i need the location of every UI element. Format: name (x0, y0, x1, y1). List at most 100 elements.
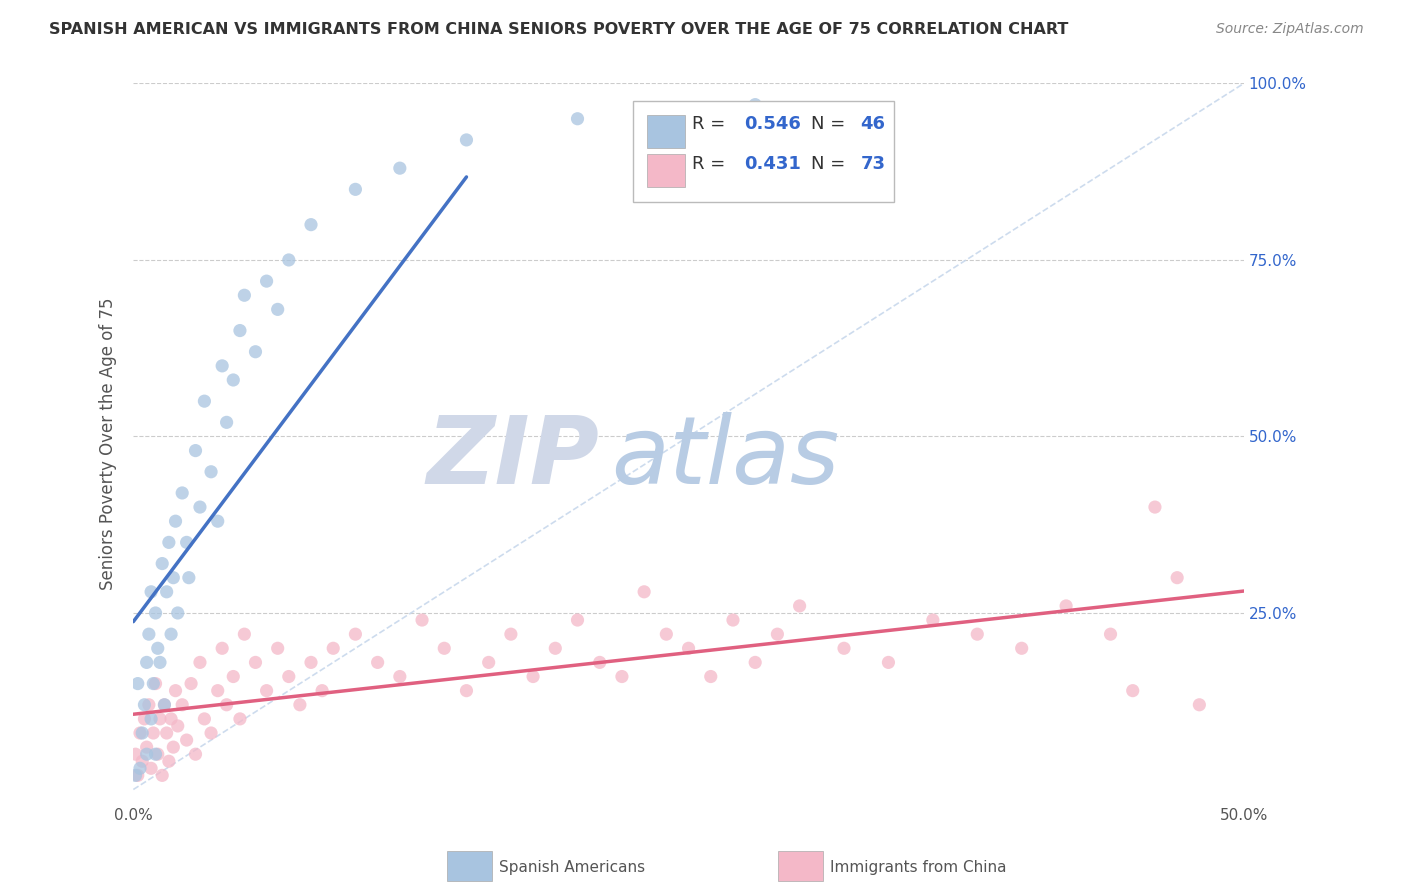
Point (789, 599, 811, 613)
Point (744, 97, 766, 112)
Point (1011, 641, 1033, 656)
Point (157, 754, 180, 768)
Point (150, 557, 173, 571)
Text: ZIP: ZIP (427, 412, 600, 504)
Point (153, 698, 176, 712)
Point (135, 740, 157, 755)
Point (142, 726, 165, 740)
FancyBboxPatch shape (648, 154, 685, 187)
Point (567, 112, 589, 126)
Point (131, 726, 153, 740)
Point (200, 726, 222, 740)
Point (877, 656, 900, 670)
Point (277, 252, 299, 267)
Point (832, 641, 855, 656)
Point (134, 712, 156, 726)
Point (129, 761, 152, 775)
Point (277, 669, 299, 683)
Point (124, 747, 146, 762)
Point (322, 641, 344, 656)
Point (1122, 683, 1144, 698)
Point (127, 676, 149, 690)
Point (145, 747, 167, 762)
Point (344, 627, 367, 641)
Point (1054, 599, 1077, 613)
Point (299, 218, 322, 232)
Point (160, 627, 183, 641)
Text: Source: ZipAtlas.com: Source: ZipAtlas.com (1216, 22, 1364, 37)
Point (256, 683, 278, 698)
Point (200, 465, 222, 479)
Point (149, 712, 172, 726)
Point (146, 641, 169, 656)
Point (456, 133, 478, 147)
Point (1099, 627, 1122, 641)
Point (177, 571, 200, 585)
Point (1143, 500, 1166, 514)
Point (610, 669, 633, 683)
Point (207, 683, 229, 698)
Text: SPANISH AMERICAN VS IMMIGRANTS FROM CHINA SENIORS POVERTY OVER THE AGE OF 75 COR: SPANISH AMERICAN VS IMMIGRANTS FROM CHIN… (49, 22, 1069, 37)
Text: Immigrants from China: Immigrants from China (830, 860, 1007, 874)
Point (162, 571, 184, 585)
Point (165, 514, 187, 528)
Point (139, 584, 162, 599)
Point (222, 669, 245, 683)
Point (744, 656, 766, 670)
Point (215, 698, 238, 712)
Point (138, 698, 160, 712)
Point (1188, 698, 1211, 712)
Point (127, 768, 149, 782)
Point (211, 641, 233, 656)
Point (146, 747, 169, 762)
Point (288, 698, 311, 712)
Point (188, 500, 211, 514)
Point (156, 726, 179, 740)
Point (766, 627, 789, 641)
Point (245, 656, 267, 670)
Text: 0.431: 0.431 (744, 155, 801, 173)
Point (135, 747, 157, 762)
Point (721, 613, 744, 627)
Point (233, 288, 256, 302)
Point (162, 740, 184, 755)
Point (124, 768, 146, 782)
Point (176, 535, 198, 549)
Point (145, 606, 167, 620)
Point (388, 669, 411, 683)
Point (499, 627, 522, 641)
Point (131, 754, 153, 768)
Point (180, 676, 202, 690)
Point (157, 535, 180, 549)
Point (184, 443, 207, 458)
Point (367, 656, 389, 670)
Point (166, 719, 188, 733)
Point (655, 627, 678, 641)
Point (229, 712, 252, 726)
Point (700, 669, 723, 683)
Point (433, 641, 456, 656)
Text: 73: 73 (860, 155, 886, 173)
Point (222, 373, 245, 387)
Point (184, 747, 207, 762)
Text: atlas: atlas (610, 412, 839, 503)
Point (129, 726, 152, 740)
Point (139, 712, 162, 726)
Point (478, 656, 501, 670)
Point (153, 698, 176, 712)
Point (267, 302, 290, 317)
Point (211, 359, 233, 373)
Point (544, 641, 567, 656)
Point (678, 641, 700, 656)
Text: R =: R = (692, 155, 731, 173)
Point (456, 683, 478, 698)
Point (344, 182, 367, 196)
Point (134, 698, 156, 712)
Point (172, 486, 194, 500)
Point (193, 712, 215, 726)
Point (233, 627, 256, 641)
Text: 46: 46 (860, 115, 886, 134)
Point (966, 627, 988, 641)
Point (267, 641, 290, 656)
Point (299, 656, 322, 670)
